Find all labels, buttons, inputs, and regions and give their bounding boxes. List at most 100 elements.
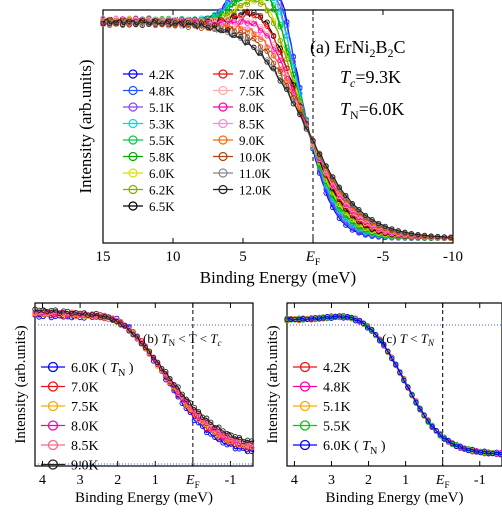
data-point xyxy=(382,223,388,230)
data-point xyxy=(408,230,415,237)
data-point xyxy=(81,310,87,316)
series-markers xyxy=(32,306,255,445)
data-point xyxy=(231,32,237,38)
data-point xyxy=(297,111,303,117)
data-point xyxy=(270,7,277,13)
data-point xyxy=(264,33,270,39)
data-point xyxy=(429,423,435,430)
legend-swatch-marker xyxy=(299,400,311,412)
legend-entry: 5.1K xyxy=(293,400,351,415)
data-point xyxy=(270,32,277,39)
legend-label: 6.2K xyxy=(149,183,175,198)
legend-swatch-marker xyxy=(299,381,311,392)
legend-entry: 6.0K ( TN ) xyxy=(293,439,386,457)
data-point xyxy=(198,20,205,26)
legend-label: 12.0K xyxy=(239,183,272,198)
legend-swatch-marker xyxy=(218,118,228,129)
data-point xyxy=(278,0,283,1)
data-point xyxy=(114,318,120,325)
data-point xyxy=(323,163,329,169)
data-point xyxy=(159,365,165,372)
series-markers xyxy=(284,313,502,458)
data-point xyxy=(106,20,113,27)
legend-swatch-marker xyxy=(128,69,138,79)
data-point xyxy=(231,12,237,19)
panel-c-title: (c) T < TN xyxy=(382,331,435,348)
data-point xyxy=(449,440,455,447)
legend-entry: 4.2K xyxy=(123,67,175,82)
data-point xyxy=(251,18,257,24)
data-point xyxy=(445,437,451,444)
x-tick-label: -10 xyxy=(443,249,463,265)
data-point xyxy=(139,21,146,28)
data-point xyxy=(146,348,153,354)
panel-c: 4 3 2 1 EF -1 Binding Energy (meV) Intensity (a… xyxy=(265,302,502,506)
legend-swatch-marker xyxy=(299,420,311,431)
legend-label: 4.2K xyxy=(149,67,175,82)
data-point xyxy=(211,22,218,28)
data-point xyxy=(179,391,185,397)
data-point xyxy=(349,201,356,207)
x-tick-label: -1 xyxy=(474,473,486,488)
data-point xyxy=(244,8,251,14)
data-point xyxy=(167,375,173,382)
data-point xyxy=(481,448,488,454)
data-point xyxy=(120,21,126,27)
legend-swatch-marker xyxy=(47,439,59,451)
data-point xyxy=(216,424,222,430)
legend-entry: 12.0K xyxy=(213,183,272,198)
data-point xyxy=(277,57,283,64)
data-point xyxy=(93,310,99,317)
data-point xyxy=(238,2,244,9)
data-point xyxy=(105,314,112,320)
data-point xyxy=(187,400,193,406)
x-tick-label: 4 xyxy=(291,473,298,488)
data-point xyxy=(238,19,244,25)
data-point xyxy=(126,328,132,334)
data-point xyxy=(493,449,500,455)
legend-entry: 4.8K xyxy=(293,381,351,396)
data-point xyxy=(257,36,264,42)
data-point xyxy=(401,377,407,383)
panel-a: 15 10 5 EF -5 -10 Binding Energy (meV) Intensit… xyxy=(76,0,463,287)
legend-entry: 4.8K xyxy=(123,84,175,99)
data-point xyxy=(257,12,264,19)
data-point xyxy=(159,19,165,25)
data-point xyxy=(277,68,283,75)
legend-label: 5.8K xyxy=(149,150,175,165)
data-point xyxy=(270,53,277,59)
series-line-12.0K xyxy=(102,17,454,238)
series-markers xyxy=(100,18,454,240)
data-point xyxy=(171,382,177,388)
legend-entry: 5.8K xyxy=(123,150,175,165)
legend-label: 5.5K xyxy=(149,133,175,148)
data-point xyxy=(231,29,237,35)
data-point xyxy=(277,24,283,30)
data-point xyxy=(433,427,439,434)
data-point xyxy=(421,232,428,239)
data-point xyxy=(417,406,423,412)
data-point xyxy=(373,331,379,338)
x-tick-label: EF xyxy=(435,473,450,490)
x-axis-label: Binding Energy (meV) xyxy=(75,490,213,506)
data-point xyxy=(316,151,323,157)
data-point xyxy=(251,36,257,42)
x-axis-label: Binding Energy (meV) xyxy=(325,490,463,506)
plot-frame xyxy=(34,302,254,467)
legend-label: 5.5K xyxy=(323,420,351,435)
x-tick-label: 15 xyxy=(96,249,111,265)
data-point xyxy=(377,338,383,344)
legend-entry: 6.5K xyxy=(123,199,175,214)
data-point xyxy=(185,19,191,26)
data-point xyxy=(448,234,454,240)
data-point xyxy=(238,30,244,36)
legend-swatch-marker xyxy=(128,168,138,178)
x-tick-label: 2 xyxy=(365,473,372,488)
x-tick-label: 3 xyxy=(77,473,84,488)
data-point xyxy=(469,446,476,453)
data-point xyxy=(183,396,189,402)
data-point xyxy=(395,228,401,234)
legend-entry: 7.0K xyxy=(213,67,265,82)
data-point xyxy=(191,404,198,411)
data-point xyxy=(225,26,231,33)
